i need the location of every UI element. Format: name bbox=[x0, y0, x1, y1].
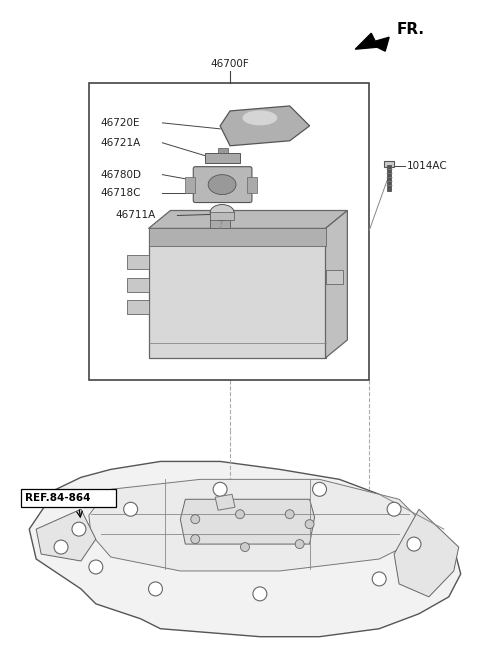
Text: 46780D: 46780D bbox=[101, 170, 142, 180]
Text: REF.84-864: REF.84-864 bbox=[25, 493, 91, 503]
Circle shape bbox=[191, 535, 200, 544]
Polygon shape bbox=[89, 480, 419, 571]
Bar bbox=[127, 278, 148, 292]
Text: FR.: FR. bbox=[397, 22, 425, 37]
Bar bbox=[148, 228, 325, 247]
Bar bbox=[127, 300, 148, 314]
Bar bbox=[205, 153, 240, 163]
Circle shape bbox=[124, 502, 138, 516]
Circle shape bbox=[236, 510, 244, 519]
Circle shape bbox=[387, 502, 401, 516]
Circle shape bbox=[240, 543, 250, 552]
Circle shape bbox=[148, 582, 162, 596]
Circle shape bbox=[305, 520, 314, 529]
FancyBboxPatch shape bbox=[193, 167, 252, 203]
Circle shape bbox=[407, 537, 421, 551]
Circle shape bbox=[213, 482, 227, 497]
Ellipse shape bbox=[242, 110, 277, 125]
Polygon shape bbox=[220, 106, 310, 146]
Bar bbox=[384, 161, 394, 167]
Bar bbox=[21, 489, 116, 507]
Circle shape bbox=[72, 522, 86, 536]
Text: 46720E: 46720E bbox=[101, 118, 140, 128]
Bar bbox=[325, 270, 343, 284]
Polygon shape bbox=[215, 494, 235, 510]
Text: 46700F: 46700F bbox=[211, 59, 250, 69]
Bar bbox=[247, 176, 257, 193]
Bar bbox=[210, 213, 234, 220]
Bar bbox=[127, 255, 148, 269]
Bar bbox=[185, 176, 195, 193]
Polygon shape bbox=[210, 211, 230, 228]
Bar bbox=[89, 83, 369, 380]
Circle shape bbox=[253, 587, 267, 601]
Text: 46718C: 46718C bbox=[101, 188, 141, 197]
Circle shape bbox=[191, 515, 200, 523]
Polygon shape bbox=[36, 509, 96, 561]
Text: 46711A: 46711A bbox=[116, 211, 156, 220]
Circle shape bbox=[312, 482, 326, 497]
Text: REF.84-864: REF.84-864 bbox=[25, 493, 91, 503]
Text: 1014AC: 1014AC bbox=[407, 161, 448, 171]
Polygon shape bbox=[148, 211, 348, 228]
Polygon shape bbox=[394, 509, 459, 597]
Ellipse shape bbox=[208, 174, 236, 195]
Bar bbox=[218, 148, 228, 153]
Circle shape bbox=[295, 540, 304, 548]
Polygon shape bbox=[180, 499, 314, 544]
Polygon shape bbox=[355, 33, 389, 51]
Bar bbox=[148, 228, 325, 358]
Circle shape bbox=[89, 560, 103, 574]
Text: 46721A: 46721A bbox=[101, 138, 141, 148]
Ellipse shape bbox=[210, 205, 234, 220]
Circle shape bbox=[54, 540, 68, 554]
Polygon shape bbox=[29, 461, 461, 637]
Polygon shape bbox=[325, 211, 348, 358]
Circle shape bbox=[285, 510, 294, 519]
Circle shape bbox=[372, 572, 386, 586]
